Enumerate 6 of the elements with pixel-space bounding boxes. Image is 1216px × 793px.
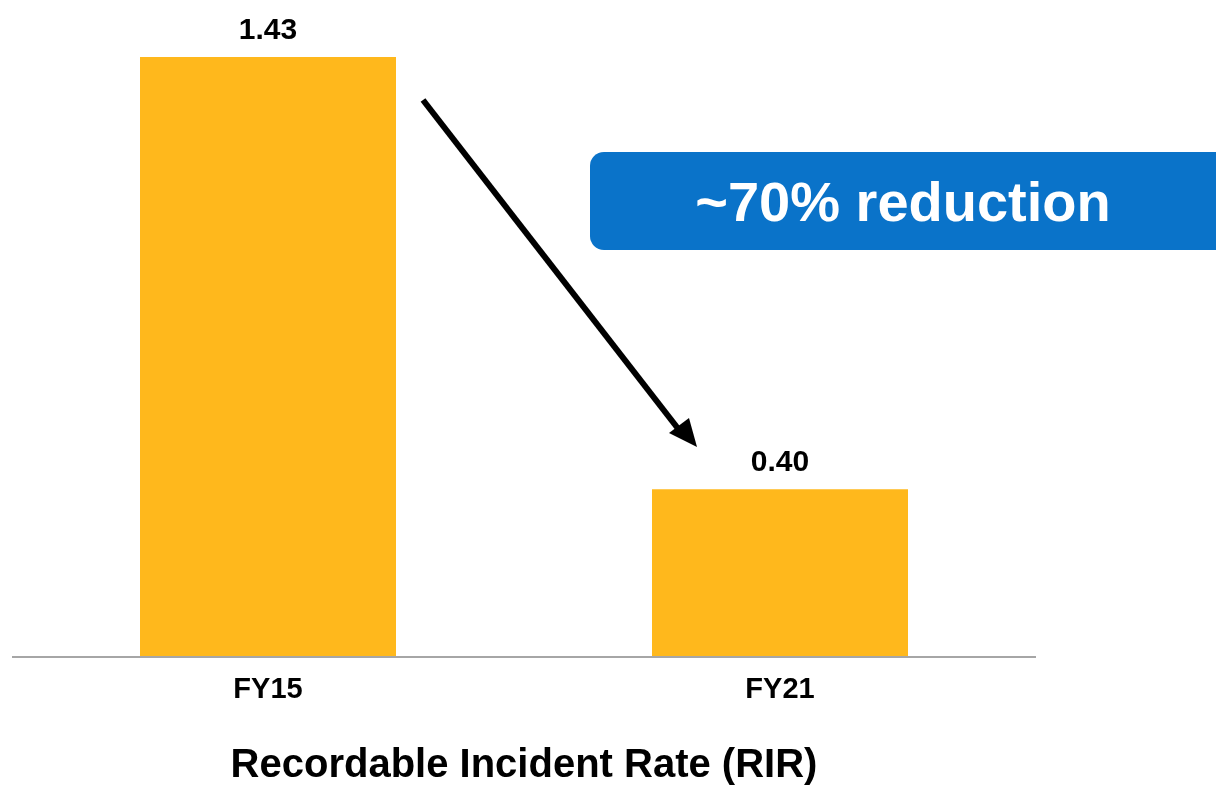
x-tick-label: FY15 xyxy=(233,671,303,704)
data-label: 0.40 xyxy=(750,444,810,478)
x-axis-title: Recordable Incident Rate (RIR) xyxy=(230,741,818,785)
data-label: 1.43 xyxy=(238,12,298,45)
callout-box: ~70% reduction xyxy=(590,152,1216,250)
x-tick-label: FY21 xyxy=(745,671,815,704)
